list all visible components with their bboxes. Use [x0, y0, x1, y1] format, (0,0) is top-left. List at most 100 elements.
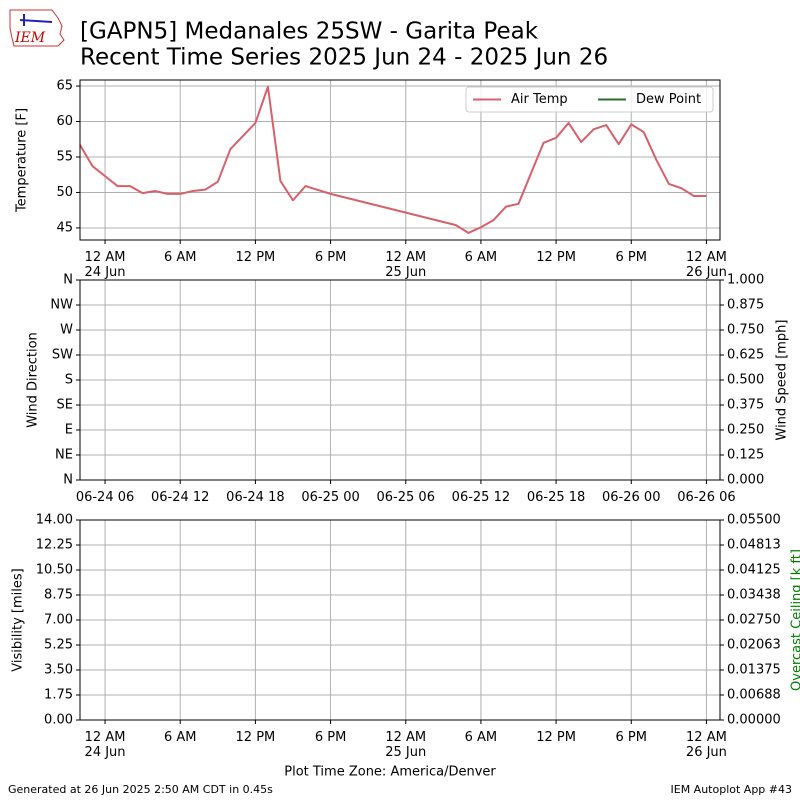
y-tick-label: SW	[52, 348, 73, 363]
x-tick-label: 06-24 12	[151, 490, 209, 505]
x-tick-label: 12 AM 25 Jun	[385, 730, 426, 760]
y-tick-label: S	[65, 373, 73, 388]
y-tick-label: 14.00	[36, 513, 73, 528]
legend-box	[465, 86, 714, 113]
x-tick-label-line: 06-25 00	[301, 490, 359, 505]
x-tick-label-line: 06-24 12	[151, 490, 209, 505]
y2-axis-label: Wind Speed [mph]	[775, 320, 790, 441]
x-tick-label: 12 PM	[536, 250, 576, 265]
y2-tick-label: 0.125	[727, 448, 764, 463]
x-tick-label: 6 AM	[465, 730, 498, 745]
y-tick-label: SE	[57, 398, 73, 413]
x-tick-label: 12 PM	[536, 730, 576, 745]
y2-tick-label: 0.750	[727, 323, 764, 338]
y-tick-label: 7.00	[44, 613, 73, 628]
x-tick-label-line: 12 PM	[236, 250, 276, 265]
x-tick-label-line: 6 AM	[465, 250, 498, 265]
y2-tick-label: 0.00688	[727, 688, 781, 703]
y-tick-label: 3.50	[44, 663, 73, 678]
x-tick-label: 6 PM	[616, 730, 647, 745]
x-tick-label: 6 PM	[616, 250, 647, 265]
logo-outline	[9, 9, 65, 47]
x-tick-label-line: 12 PM	[536, 730, 576, 745]
y2-tick-label: 0.375	[727, 398, 764, 413]
line-series	[79, 85, 707, 234]
x-tick-label-line: 26 Jun	[686, 745, 727, 760]
x-tick-label-line: 12 PM	[236, 730, 276, 745]
x-tick-label-line: 6 PM	[315, 250, 346, 265]
x-tick-label: 12 AM 26 Jun	[686, 250, 727, 280]
x-tick-label: 06-25 12	[452, 490, 510, 505]
x-axis-label: Plot Time Zone: America/Denver	[284, 765, 496, 780]
y-tick-label: 65	[56, 79, 73, 94]
y-tick-label: NE	[55, 448, 73, 463]
y2-tick-label: 0.625	[727, 348, 764, 363]
x-tick-label-line: 06-25 18	[527, 490, 585, 505]
x-tick-label: 6 AM	[164, 730, 197, 745]
plot-frame	[79, 519, 721, 721]
logo-line	[19, 19, 53, 23]
x-tick-label: 06-25 00	[301, 490, 359, 505]
x-tick-label: 12 AM 26 Jun	[686, 730, 727, 760]
y2-tick-label: 0.04125	[727, 563, 781, 578]
x-tick-label-line: 6 PM	[616, 250, 647, 265]
y-tick-label: W	[60, 323, 73, 338]
x-tick-label-line: 25 Jun	[385, 745, 426, 760]
y-axis-label: Visibility [miles]	[11, 568, 26, 671]
y2-tick-label: 0.05500	[727, 513, 781, 528]
y2-tick-label: 0.875	[727, 298, 764, 313]
y2-tick-label: 0.000	[727, 473, 764, 488]
x-tick-label: 12 PM	[236, 730, 276, 745]
x-tick-label-line: 24 Jun	[85, 745, 126, 760]
x-tick-label-line: 12 AM	[385, 730, 426, 745]
x-tick-label: 06-24 18	[226, 490, 284, 505]
x-tick-label-line: 12 AM	[686, 250, 727, 265]
y2-axis-label: Overcast Ceiling [k ft]	[790, 549, 800, 691]
x-tick-label-line: 06-25 12	[452, 490, 510, 505]
x-tick-label: 6 AM	[164, 250, 197, 265]
x-tick-label: 12 AM 24 Jun	[85, 250, 126, 280]
footer: Generated at 26 Jun 2025 2:50 AM CDT in …	[8, 783, 273, 796]
y2-tick-label: 1.000	[727, 273, 764, 288]
x-tick-label-line: 6 AM	[164, 250, 197, 265]
footer: IEM Autoplot App #43	[671, 783, 793, 796]
y-tick-label: N	[63, 473, 73, 488]
y-tick-label: N	[63, 273, 73, 288]
y-tick-label: 50	[56, 185, 73, 200]
y2-tick-label: 0.01375	[727, 663, 781, 678]
x-tick-label: 06-24 06	[76, 490, 134, 505]
x-tick-label: 12 AM 24 Jun	[85, 730, 126, 760]
y-tick-label: 60	[56, 114, 73, 129]
x-tick-label: 6 PM	[315, 250, 346, 265]
x-tick-label-line: 12 PM	[536, 250, 576, 265]
x-tick-label-line: 12 AM	[686, 730, 727, 745]
y2-tick-label: 0.500	[727, 373, 764, 388]
x-tick-label-line: 12 AM	[85, 730, 126, 745]
y-tick-label: 12.25	[36, 538, 73, 553]
x-tick-label-line: 12 AM	[385, 250, 426, 265]
x-tick-label-line: 6 PM	[616, 730, 647, 745]
y-tick-label: NW	[50, 298, 73, 313]
x-tick-label-line: 6 AM	[465, 730, 498, 745]
x-tick-label: 06-25 18	[527, 490, 585, 505]
y-tick-label: E	[65, 423, 73, 438]
legend-label: Dew Point	[636, 92, 701, 107]
y-tick-label: 55	[56, 149, 73, 164]
y-tick-label: 5.25	[44, 638, 73, 653]
x-tick-label-line: 6 AM	[164, 730, 197, 745]
x-tick-label-line: 06-26 00	[602, 490, 660, 505]
title: Recent Time Series 2025 Jun 24 - 2025 Ju…	[80, 45, 608, 71]
y-tick-label: 0.00	[44, 713, 73, 728]
x-tick-label: 06-25 06	[377, 490, 435, 505]
x-tick-label: 6 AM	[465, 250, 498, 265]
y2-tick-label: 0.03438	[727, 588, 781, 603]
x-tick-label: 12 AM 25 Jun	[385, 250, 426, 280]
y-tick-label: 8.75	[44, 588, 73, 603]
logo-text: IEM	[14, 30, 46, 46]
logo: IEM	[9, 9, 65, 47]
y-tick-label: 45	[56, 220, 73, 235]
x-tick-label: 6 PM	[315, 730, 346, 745]
y2-tick-label: 0.02063	[727, 638, 781, 653]
legend-label: Air Temp	[511, 92, 568, 107]
